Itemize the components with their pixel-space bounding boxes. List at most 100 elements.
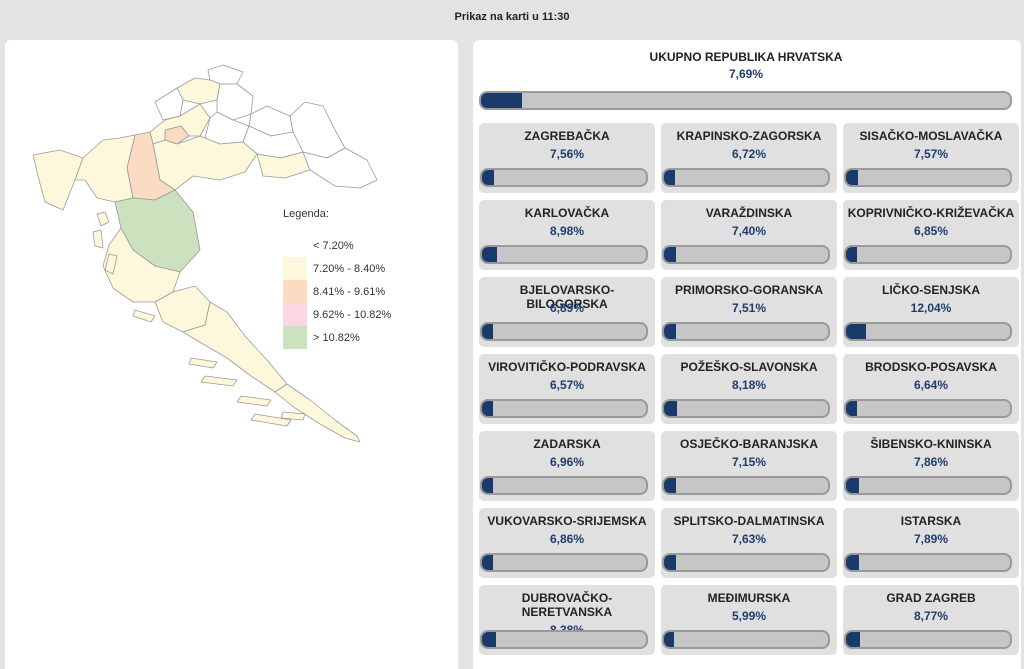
- map-county-istarska: [32, 149, 84, 211]
- map-island: [200, 375, 238, 387]
- county-progress-fill: [846, 632, 861, 647]
- county-name: VARAŽDINSKA: [705, 206, 793, 220]
- legend-title: Legenda:: [283, 208, 329, 220]
- county-progress-bar: [844, 322, 1012, 341]
- legend-swatch: [283, 303, 307, 326]
- map-county-krapinska: [154, 87, 184, 121]
- total-progress-bar: [479, 91, 1012, 110]
- county-name: LIČKO-SENJSKA: [881, 283, 980, 297]
- legend-swatch: [283, 280, 307, 303]
- county-card[interactable]: PRIMORSKO-GORANSKA 7,51%: [661, 277, 837, 347]
- legend-item: 7.20% - 8.40%: [283, 257, 391, 280]
- map-island: [96, 211, 110, 227]
- county-card[interactable]: SISAČKO-MOSLAVAČKA 7,57%: [843, 123, 1019, 193]
- map-legend: Legenda: < 7.20% 7.20% - 8.40% 8.41% - 9.6…: [283, 208, 391, 349]
- county-value: 7,56%: [549, 147, 585, 161]
- legend-label: < 7.20%: [313, 239, 354, 252]
- county-value: 8,77%: [913, 609, 949, 623]
- county-name: ZAGREBAČKA: [524, 129, 610, 143]
- county-progress-fill: [846, 401, 857, 416]
- county-name: BJELOVARSKO-BILOGORSKA: [519, 283, 615, 311]
- county-value: 7,89%: [913, 532, 949, 546]
- county-card[interactable]: ISTARSKA 7,89%: [843, 508, 1019, 578]
- county-progress-fill: [846, 555, 859, 570]
- county-card[interactable]: KOPRIVNIČKO-KRIŽEVAČKA 6,85%: [843, 200, 1019, 270]
- county-progress-fill: [664, 324, 677, 339]
- map-county-koprivnicka: [216, 83, 254, 121]
- county-card[interactable]: DUBROVAČKO-NERETVANSKA8,38%: [479, 585, 655, 655]
- county-card[interactable]: BJELOVARSKO-BILOGORSKA 6,89%: [479, 277, 655, 347]
- county-progress-bar: [662, 553, 830, 572]
- county-name: SPLITSKO-DALMATINSKA: [673, 514, 825, 528]
- county-value: 6,57%: [549, 378, 585, 392]
- legend-item: 8.41% - 9.61%: [283, 280, 391, 303]
- county-value: 8,98%: [549, 224, 585, 238]
- county-value: 7,63%: [731, 532, 767, 546]
- county-progress-bar: [480, 245, 648, 264]
- total-value: 7,69%: [728, 67, 764, 81]
- map-island: [132, 309, 156, 323]
- county-name: ZADARSKA: [533, 437, 601, 451]
- county-value: 12,04%: [910, 301, 952, 315]
- legend-item: 9.62% - 10.82%: [283, 303, 391, 326]
- county-name: OSJEČKO-BARANJSKA: [679, 437, 819, 451]
- county-card[interactable]: KRAPINSKO-ZAGORSKA 6,72%: [661, 123, 837, 193]
- legend-label: 8.41% - 9.61%: [313, 285, 386, 298]
- county-value: 6,96%: [549, 455, 585, 469]
- county-progress-bar: [480, 399, 648, 418]
- map-island: [250, 413, 292, 427]
- map-county-primorska: [74, 134, 136, 203]
- county-progress-fill: [482, 632, 496, 647]
- county-name: SISAČKO-MOSLAVAČKA: [859, 129, 1003, 143]
- map-county-vukovarska: [302, 147, 378, 189]
- county-name: KOPRIVNIČKO-KRIŽEVAČKA: [847, 206, 1015, 220]
- county-card[interactable]: BRODSKO-POSAVSKA 6,64%: [843, 354, 1019, 424]
- county-card[interactable]: ZAGREBAČKA 7,56%: [479, 123, 655, 193]
- county-card[interactable]: KARLOVAČKA 8,98%: [479, 200, 655, 270]
- county-value: 6,64%: [913, 378, 949, 392]
- county-progress-bar: [480, 476, 648, 495]
- county-name: MEĐIMURSKA: [707, 591, 791, 605]
- croatia-map[interactable]: [5, 40, 458, 669]
- county-card[interactable]: VIROVITIČKO-PODRAVSKA 6,57%: [479, 354, 655, 424]
- legend-swatch: [283, 234, 307, 257]
- page-title: Prikaz na karti u 11:30: [454, 11, 570, 23]
- total-name: UKUPNO REPUBLIKA HRVATSKA: [649, 50, 843, 64]
- map-island: [236, 395, 272, 407]
- county-progress-bar: [480, 553, 648, 572]
- county-card[interactable]: GRAD ZAGREB 8,77%: [843, 585, 1019, 655]
- results-panel: UKUPNO REPUBLIKA HRVATSKA 7,69% ZAGREBAČ…: [473, 40, 1021, 669]
- county-card[interactable]: LIČKO-SENJSKA 12,04%: [843, 277, 1019, 347]
- county-card[interactable]: SPLITSKO-DALMATINSKA 7,63%: [661, 508, 837, 578]
- county-card[interactable]: VUKOVARSKO-SRIJEMSKA 6,86%: [479, 508, 655, 578]
- county-card[interactable]: VARAŽDINSKA 7,40%: [661, 200, 837, 270]
- county-progress-bar: [844, 245, 1012, 264]
- county-card[interactable]: OSJEČKO-BARANJSKA 7,15%: [661, 431, 837, 501]
- map-county-sisacka: [152, 135, 258, 191]
- county-progress-bar: [844, 168, 1012, 187]
- county-name: GRAD ZAGREB: [886, 591, 976, 605]
- county-name: KRAPINSKO-ZAGORSKA: [676, 129, 822, 143]
- county-progress-fill: [664, 632, 674, 647]
- county-progress-fill: [482, 170, 495, 185]
- county-progress-fill: [846, 324, 866, 339]
- county-progress-bar: [844, 476, 1012, 495]
- county-progress-bar: [480, 168, 648, 187]
- county-grid: ZAGREBAČKA 7,56% KRAPINSKO-ZAGORSKA 6,72% SI…: [479, 123, 1019, 655]
- county-progress-bar: [662, 399, 830, 418]
- county-name: VUKOVARSKO-SRIJEMSKA: [487, 514, 647, 528]
- county-card[interactable]: ŠIBENSKO-KNINSKA 7,86%: [843, 431, 1019, 501]
- county-progress-bar: [662, 630, 830, 649]
- county-name: PRIMORSKO-GORANSKA: [674, 283, 823, 297]
- map-panel: Legenda: < 7.20% 7.20% - 8.40% 8.41% - 9.6…: [5, 40, 458, 669]
- county-value: 7,57%: [913, 147, 949, 161]
- county-progress-fill: [846, 247, 858, 262]
- county-progress-bar: [844, 399, 1012, 418]
- county-card[interactable]: MEĐIMURSKA 5,99%: [661, 585, 837, 655]
- county-card[interactable]: ZADARSKA 6,96%: [479, 431, 655, 501]
- map-county-varazdinska: [176, 77, 221, 105]
- total-progress-fill: [481, 93, 522, 108]
- county-card[interactable]: POŽEŠKO-SLAVONSKA 8,18%: [661, 354, 837, 424]
- county-progress-bar: [662, 476, 830, 495]
- county-progress-fill: [664, 555, 677, 570]
